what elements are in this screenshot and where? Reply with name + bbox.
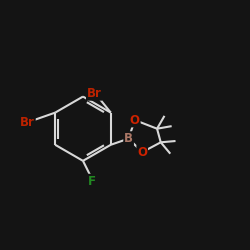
Text: O: O: [137, 146, 147, 159]
Text: F: F: [88, 174, 96, 188]
Text: O: O: [130, 114, 140, 126]
Text: Br: Br: [87, 87, 102, 100]
Text: Br: Br: [20, 116, 35, 129]
Text: B: B: [124, 132, 133, 145]
